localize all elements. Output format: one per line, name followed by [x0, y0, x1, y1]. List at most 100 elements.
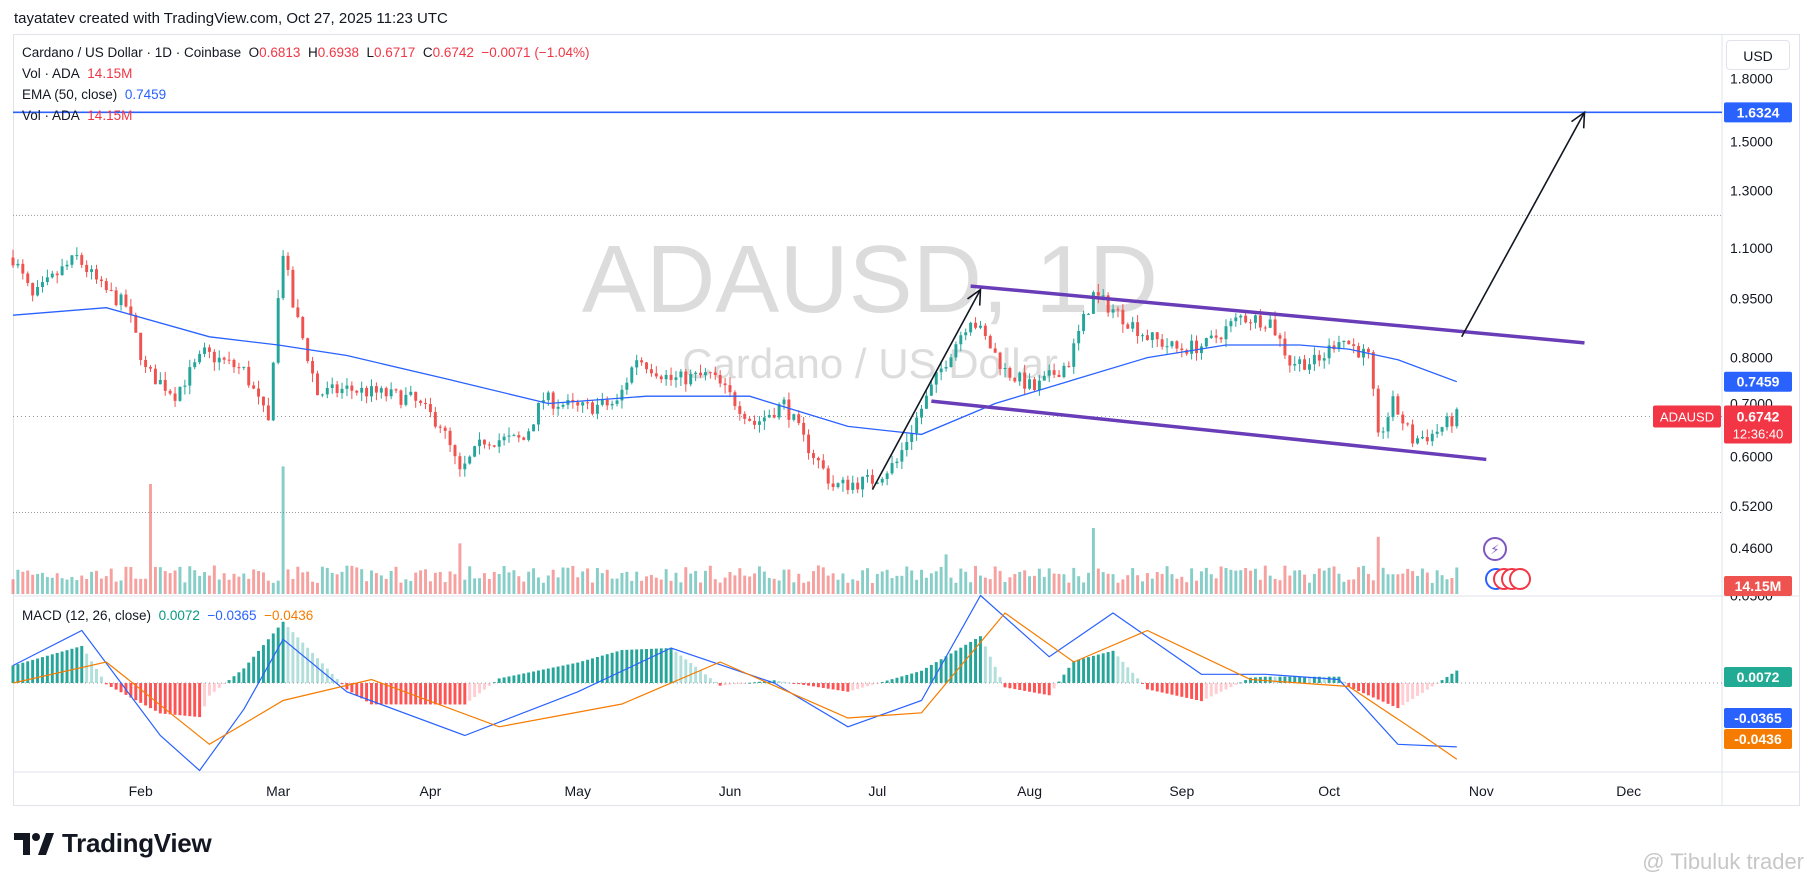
volume-bar: [36, 573, 40, 594]
last-price-badge: 0.6742: [1737, 408, 1780, 424]
currency-button[interactable]: USD: [1726, 40, 1790, 70]
legend-h-value: 0.6938: [317, 45, 359, 60]
candle-body: [718, 375, 722, 384]
candle-body: [983, 325, 987, 336]
volume-bar: [1362, 565, 1365, 594]
legend-vol2-row[interactable]: Vol · ADA 14.15M: [22, 108, 132, 123]
volume-bar: [1165, 566, 1169, 594]
macd-histogram-bar: [129, 683, 133, 698]
candle-body: [404, 394, 408, 405]
macd-histogram-bar: [777, 681, 781, 683]
volume-bar: [1239, 570, 1243, 594]
volume-bar: [291, 578, 295, 594]
macd-histogram-bar: [1091, 655, 1095, 683]
macd-histogram-bar: [419, 683, 423, 705]
candle-body: [743, 413, 747, 419]
candle-body: [1401, 414, 1405, 424]
candle-body: [1047, 370, 1051, 376]
symbol-watermark: ADAUSD, 1D: [582, 226, 1158, 333]
macd-histogram-bar: [99, 676, 103, 683]
candle-body: [866, 475, 869, 477]
macd-histogram-bar: [60, 651, 64, 683]
macd-histogram-bar: [428, 683, 432, 705]
candle-body: [242, 366, 246, 368]
candle-body: [600, 399, 604, 405]
macd-histogram-bar: [507, 676, 511, 683]
macd-histogram-bar: [1067, 667, 1071, 683]
macd-histogram-bar: [203, 683, 206, 707]
candle-body: [689, 374, 693, 385]
candle-body: [1062, 365, 1066, 378]
legend-macd-row[interactable]: MACD (12, 26, close) 0.0072 −0.0365 −0.0…: [22, 608, 313, 623]
macd-histogram-bar: [1018, 683, 1022, 690]
volume-bar: [753, 573, 757, 594]
volume-bar: [473, 578, 477, 594]
macd-histogram-bar: [183, 683, 187, 716]
candle-body: [969, 322, 973, 333]
candle-body: [291, 269, 295, 308]
volume-bar: [787, 569, 791, 594]
macd-histogram-bar: [424, 683, 427, 705]
candle-body: [355, 390, 359, 393]
volume-bar: [674, 572, 678, 594]
macd-histogram-bar: [561, 665, 565, 683]
volume-bar: [1416, 575, 1419, 594]
volume-bar: [183, 582, 187, 594]
candle-body: [85, 264, 89, 272]
candle-body: [512, 435, 516, 437]
macd-histogram-bar: [286, 626, 290, 683]
macd-histogram-bar: [70, 648, 74, 683]
macd-histogram-bar: [969, 641, 973, 683]
macd-histogram-bar: [389, 683, 393, 705]
candle-body: [1126, 324, 1130, 329]
volume-bar: [60, 578, 64, 594]
macd-histogram-bar: [1121, 661, 1125, 683]
macd-histogram-bar: [978, 636, 982, 683]
candle-body: [772, 414, 776, 418]
volume-bar: [365, 581, 369, 594]
volume-bar: [885, 569, 889, 594]
volume-bar: [1450, 577, 1454, 594]
macd-histogram-bar: [296, 637, 300, 683]
volume-bar: [1136, 575, 1140, 594]
volume-bar: [85, 578, 89, 594]
volume-bar: [276, 580, 280, 594]
candle-body: [851, 482, 855, 490]
macd-histogram-bar: [645, 649, 648, 683]
legend-ema-row[interactable]: EMA (50, close) 0.7459: [22, 87, 166, 102]
volume-bar: [743, 575, 747, 594]
volume-bar: [870, 582, 874, 594]
volume-bar: [1160, 573, 1164, 594]
volume-bar: [350, 565, 354, 594]
legend-l-label: L: [366, 45, 375, 60]
macd-histogram-bar: [1072, 660, 1076, 683]
legend-vol2-value: 14.15M: [87, 108, 133, 123]
volume-bar: [153, 566, 157, 594]
candle-body: [654, 373, 658, 377]
candle-body: [1136, 322, 1140, 337]
candle-body: [1268, 319, 1272, 328]
time-axis-tick: May: [565, 783, 591, 799]
candle-body: [340, 388, 344, 394]
legend-vol-row[interactable]: Vol · ADA 14.15M: [22, 66, 132, 81]
macd-histogram-bar: [1180, 683, 1184, 697]
volume-bar: [1411, 571, 1415, 594]
macd-histogram-bar: [831, 683, 835, 690]
candle-body: [311, 361, 315, 374]
volume-bar: [1430, 582, 1434, 594]
volume-bar: [1052, 573, 1056, 594]
macd-histogram-bar: [866, 683, 869, 687]
volume-bar: [541, 582, 545, 594]
macd-histogram-bar: [242, 668, 246, 683]
volume-bar: [807, 581, 811, 594]
candle-body: [974, 322, 978, 328]
candle-body: [934, 372, 938, 385]
volume-bar: [419, 570, 423, 594]
candle-body: [527, 431, 531, 440]
macd-histogram-bar: [1131, 672, 1135, 683]
volume-bar: [895, 575, 899, 594]
price-axis-tick: 0.4600: [1730, 540, 1773, 556]
macd-histogram-bar: [448, 683, 452, 705]
macd-histogram-bar: [40, 657, 44, 683]
